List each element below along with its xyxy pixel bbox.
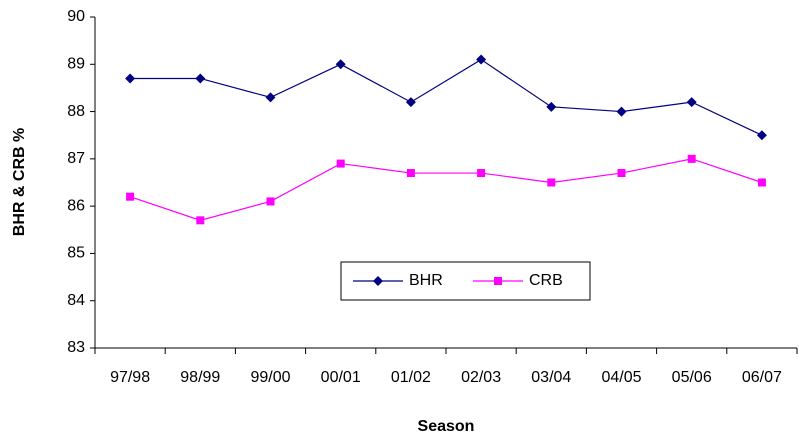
x-tick-label: 02/03 xyxy=(461,369,501,386)
y-tick-label: 83 xyxy=(67,339,85,356)
data-point xyxy=(756,130,767,141)
x-tick-label: 04/05 xyxy=(601,369,641,386)
x-tick-label: 00/01 xyxy=(321,369,361,386)
data-point xyxy=(406,169,415,178)
y-tick-label: 88 xyxy=(67,103,85,120)
x-tick-label: 03/04 xyxy=(531,369,571,386)
y-axis-label: BHR & CRB % xyxy=(11,128,28,236)
data-point xyxy=(266,197,275,206)
data-point xyxy=(196,216,205,225)
data-point xyxy=(126,192,135,201)
series-line xyxy=(130,58,763,136)
data-point xyxy=(686,97,697,108)
legend-marker xyxy=(373,276,383,286)
x-tick-label: 05/06 xyxy=(672,369,712,386)
x-tick-label: 06/07 xyxy=(742,369,782,386)
series-line xyxy=(129,158,763,221)
x-tick-label: 97/98 xyxy=(110,369,150,386)
data-point xyxy=(336,159,345,168)
data-point xyxy=(125,73,136,84)
data-point xyxy=(405,97,416,108)
data-point xyxy=(335,59,346,70)
x-tick-label: 98/99 xyxy=(180,369,220,386)
y-tick-label: 86 xyxy=(67,197,85,214)
y-tick-label: 84 xyxy=(67,292,85,309)
x-tick-label: 99/00 xyxy=(250,369,290,386)
legend-label: BHR xyxy=(409,272,443,289)
data-point xyxy=(477,169,486,178)
x-axis-label: Season xyxy=(418,418,475,435)
data-point xyxy=(265,92,276,103)
data-point xyxy=(617,169,626,178)
y-tick-label: 85 xyxy=(67,245,85,262)
y-tick-label: 89 xyxy=(67,56,85,73)
legend-marker xyxy=(494,277,502,285)
data-point xyxy=(547,178,556,187)
data-point xyxy=(616,106,627,117)
data-point xyxy=(476,54,487,65)
data-point xyxy=(195,73,206,84)
legend-label: CRB xyxy=(529,272,563,289)
x-tick-label: 01/02 xyxy=(391,369,431,386)
y-tick-label: 90 xyxy=(67,8,85,25)
y-tick-label: 87 xyxy=(67,150,85,167)
data-point xyxy=(546,101,557,112)
data-point xyxy=(687,154,696,163)
data-point xyxy=(757,178,766,187)
